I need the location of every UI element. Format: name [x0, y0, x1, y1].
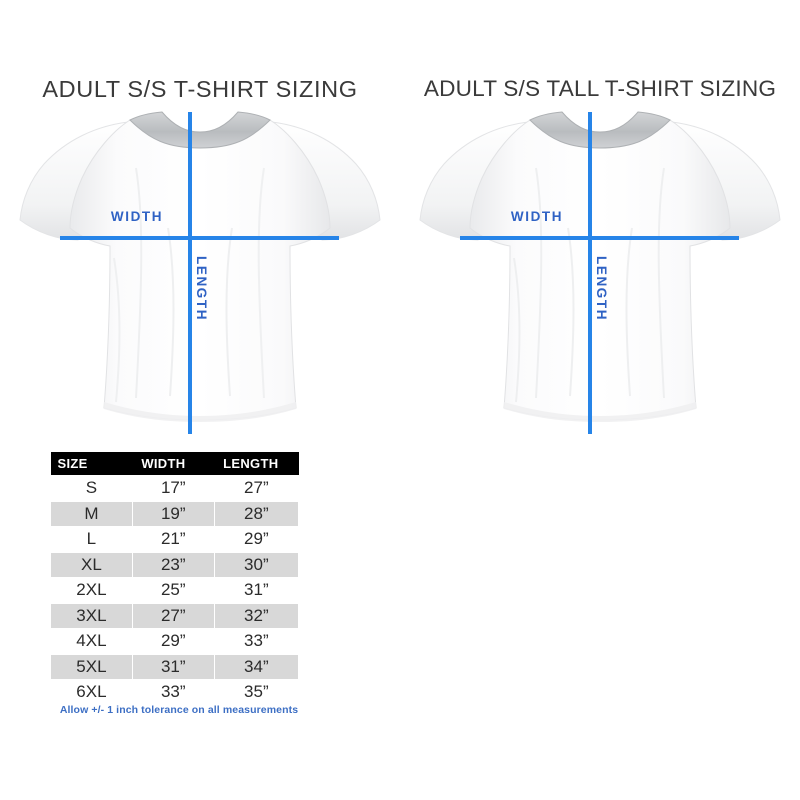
- size-table-head: SIZE WIDTH LENGTH: [50, 452, 299, 476]
- shirt-fabric-folds: [513, 167, 665, 403]
- cell-width: 29”: [131, 628, 215, 655]
- cell-size: L: [50, 526, 133, 553]
- cell-length: 35”: [213, 679, 300, 706]
- cell-size: 5XL: [50, 653, 133, 680]
- cell-width: 21”: [131, 526, 215, 553]
- table-row: 3XL 27” 32”: [50, 602, 300, 629]
- t-shirt-icon: [419, 111, 781, 422]
- table-row: 4XL 29” 33”: [50, 628, 300, 655]
- cell-width: 33”: [131, 679, 215, 706]
- table-row: 5XL 31” 34”: [50, 653, 300, 680]
- cell-width: 27”: [131, 602, 215, 629]
- cell-length: 33”: [213, 628, 300, 655]
- cell-length: 29”: [213, 526, 300, 553]
- shirt-hem: [104, 402, 296, 422]
- table-header-row: SIZE WIDTH LENGTH: [50, 452, 299, 476]
- shirt-fabric-folds: [113, 167, 265, 403]
- column-header-size: SIZE: [50, 452, 133, 476]
- cell-width: 25”: [131, 577, 215, 604]
- cell-length: 27”: [213, 475, 300, 502]
- size-table-body: S 17” 27” M 19” 28” L 21” 29”: [50, 475, 300, 706]
- cell-size: M: [50, 500, 133, 527]
- cell-size: 6XL: [50, 679, 133, 706]
- cell-length: 31”: [213, 577, 300, 604]
- shirt-diagram-adult-ss: WIDTH LENGTH: [18, 108, 382, 438]
- cell-width: 31”: [131, 653, 215, 680]
- cell-width: 17”: [131, 475, 215, 502]
- cell-size: S: [50, 475, 133, 502]
- shirt-collar: [529, 111, 671, 149]
- cell-length: 34”: [213, 653, 300, 680]
- cell-size: 4XL: [50, 628, 133, 655]
- cell-width: 19”: [131, 500, 215, 527]
- cell-length: 28”: [213, 500, 300, 527]
- panel-adult-ss-tall: ADULT S/S TALL T-SHIRT SIZING: [400, 0, 800, 800]
- cell-width: 23”: [131, 551, 215, 578]
- table-row: 6XL 33” 35”: [50, 679, 300, 706]
- column-header-width: WIDTH: [132, 452, 215, 476]
- table-row: 2XL 25” 31”: [50, 577, 300, 604]
- shirt-body: [69, 119, 331, 421]
- table-row: XL 23” 30”: [50, 551, 300, 578]
- table-row: M 19” 28”: [50, 500, 300, 527]
- table-row: L 21” 29”: [50, 526, 300, 553]
- column-header-length: LENGTH: [214, 452, 299, 476]
- shirt-collar: [129, 111, 271, 149]
- cell-size: 2XL: [50, 577, 133, 604]
- panel-title-adult-ss: ADULT S/S T-SHIRT SIZING: [42, 76, 358, 102]
- panel-title-adult-ss-tall: ADULT S/S TALL T-SHIRT SIZING: [423, 76, 777, 101]
- cell-size: 3XL: [50, 602, 133, 629]
- shirt-diagram-adult-ss-tall: WIDTH LENGTH: [418, 108, 782, 438]
- t-shirt-icon: [19, 111, 381, 422]
- cell-length: 32”: [213, 602, 300, 629]
- cell-size: XL: [50, 551, 133, 578]
- shirt-hem: [504, 402, 696, 422]
- tolerance-note-adult-ss: Allow +/- 1 inch tolerance on all measur…: [59, 704, 299, 716]
- shirt-body: [469, 119, 731, 421]
- size-table-adult-ss: SIZE WIDTH LENGTH S 17” 27” M 19” 28”: [50, 452, 300, 706]
- table-row: S 17” 27”: [50, 475, 300, 502]
- cell-length: 30”: [213, 551, 300, 578]
- panel-adult-ss: ADULT S/S T-SHIRT SIZING: [18, 76, 382, 716]
